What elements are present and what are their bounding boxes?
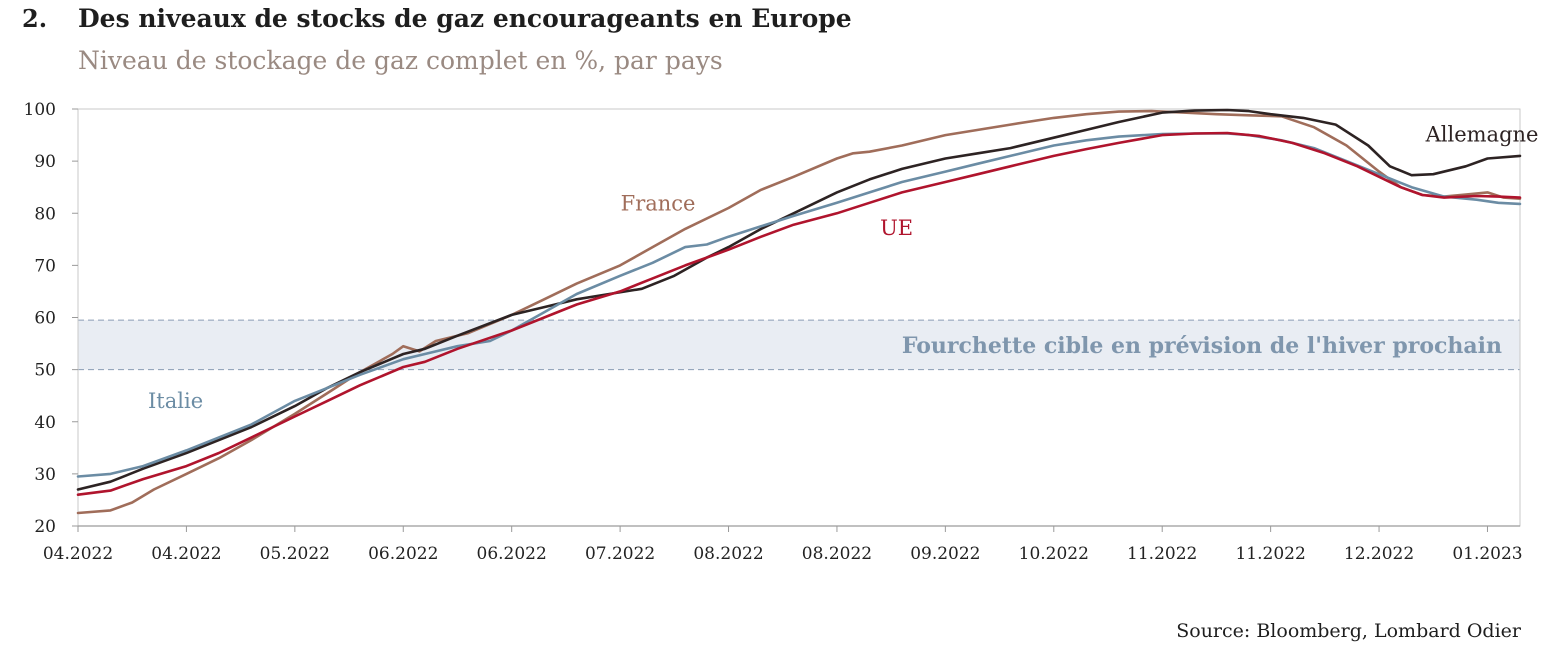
- series-label-allemagne: Allemagne: [1425, 122, 1539, 146]
- x-tick-label: 12.2022: [1344, 544, 1414, 564]
- y-tick-label: 40: [34, 413, 56, 433]
- x-tick-label: 07.2022: [585, 544, 655, 564]
- plot-area-border: [77, 108, 1521, 527]
- series-line-allemagne: [76, 108, 1522, 491]
- y-tick-label: 100: [24, 100, 56, 120]
- y-tick-label: 50: [34, 361, 56, 381]
- x-tick-label: 06.2022: [477, 544, 547, 564]
- x-tick-label: 04.2022: [43, 544, 113, 564]
- chart-title: Des niveaux de stocks de gaz encouragean…: [78, 4, 852, 33]
- target-band-fill: [78, 320, 1520, 370]
- x-axis: 04.2022 04.2022 05.2022 06.2022 06.2022 07.20…: [43, 526, 1523, 564]
- y-tick-label: 80: [34, 204, 56, 224]
- series-line-ue: [76, 131, 1522, 496]
- y-tick-label: 60: [34, 309, 56, 329]
- x-tick-label: 09.2022: [910, 544, 980, 564]
- series-labels: France Allemagne Italie UE: [148, 122, 1538, 413]
- y-tick-label: 70: [34, 256, 56, 276]
- x-tick-label: 08.2022: [693, 544, 763, 564]
- x-tick-label: 11.2022: [1127, 544, 1197, 564]
- y-axis: 20 30 40 50 60 70 80 90 100: [24, 100, 78, 537]
- series-line-italie: [76, 132, 1522, 478]
- x-tick-label: 05.2022: [260, 544, 330, 564]
- x-tick-label: 04.2022: [151, 544, 221, 564]
- series-line-france: [76, 109, 1522, 515]
- plot-frame: [77, 108, 1521, 527]
- target-band: Fourchette cible en prévision de l'hiver…: [78, 319, 1520, 371]
- chart-subtitle: Niveau de stockage de gaz complet en %, …: [78, 46, 723, 75]
- series-label-ue: UE: [880, 216, 913, 240]
- series-label-italie: Italie: [148, 389, 203, 413]
- y-tick-label: 90: [34, 152, 56, 172]
- chart-number: 2.: [22, 4, 48, 33]
- x-tick-label: 10.2022: [1019, 544, 1089, 564]
- target-band-label: Fourchette cible en prévision de l'hiver…: [902, 333, 1502, 359]
- x-tick-label: 01.2023: [1452, 544, 1522, 564]
- x-tick-label: 08.2022: [802, 544, 872, 564]
- x-tick-label: 11.2022: [1235, 544, 1305, 564]
- series-lines: [76, 108, 1522, 515]
- series-label-france: France: [621, 192, 696, 216]
- source-note: Source: Bloomberg, Lombard Odier: [1176, 620, 1521, 642]
- x-tick-label: 06.2022: [368, 544, 438, 564]
- y-tick-label: 30: [34, 465, 56, 485]
- y-tick-label: 20: [34, 517, 56, 537]
